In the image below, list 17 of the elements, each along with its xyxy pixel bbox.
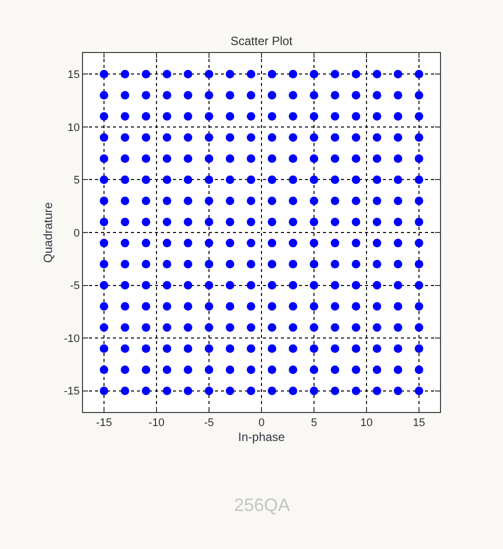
- y-tick-label: 0: [74, 227, 80, 240]
- x-tick-label: -5: [204, 417, 214, 430]
- chart-title: Scatter Plot: [230, 34, 294, 48]
- x-tick-label: -10: [148, 417, 164, 430]
- x-tick-label: 0: [258, 417, 265, 430]
- x-tick-label: 5: [310, 417, 318, 430]
- x-tick-label: 15: [412, 417, 426, 430]
- x-tick-label: -15: [96, 417, 112, 430]
- y-tick-label: -15: [64, 386, 80, 398]
- y-tick-label: -10: [64, 332, 80, 345]
- y-axis-title: Quadrature: [41, 202, 56, 263]
- y-tick-label: 10: [68, 122, 80, 134]
- x-tick-label: 10: [360, 417, 373, 430]
- y-tick-label: 15: [68, 68, 80, 81]
- y-tick-label: -5: [70, 280, 80, 292]
- x-axis-title: In-phase: [238, 430, 286, 444]
- y-tick-label: 5: [74, 174, 80, 187]
